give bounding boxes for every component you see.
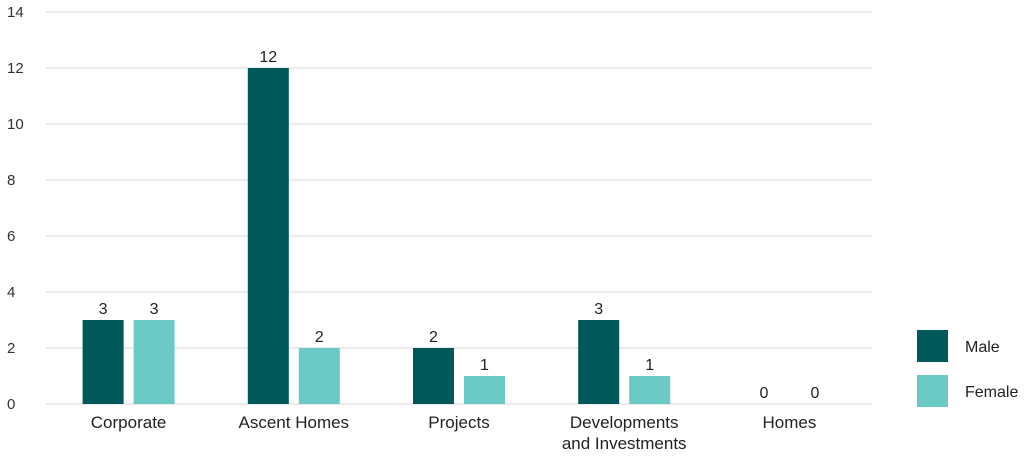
- data-label: 0: [759, 385, 768, 402]
- y-tick-label: 8: [7, 172, 15, 189]
- x-axis-categories: Corporate Ascent Homes Projects Development…: [91, 413, 817, 453]
- bar-female: [298, 348, 340, 404]
- x-category-label: Homes: [762, 413, 816, 432]
- data-label: 1: [645, 357, 654, 374]
- legend-swatch-male: [917, 330, 948, 362]
- data-label: 0: [810, 385, 819, 402]
- bar-female: [133, 320, 175, 404]
- data-label: 2: [315, 329, 324, 346]
- bar-male: [82, 320, 124, 404]
- x-category-label: and Investments: [562, 434, 687, 453]
- y-tick-label: 10: [7, 116, 24, 133]
- gridlines: [46, 11, 872, 405]
- data-labels: 3 3 12 2 2 1 3 1 0 0: [99, 49, 820, 402]
- bar-male: [578, 320, 620, 404]
- data-label: 3: [150, 301, 159, 318]
- data-label: 2: [429, 329, 438, 346]
- legend: Male Female: [917, 330, 1018, 407]
- bar-female: [629, 376, 671, 404]
- data-label: 3: [99, 301, 108, 318]
- bar-female: [464, 376, 505, 404]
- y-tick-label: 12: [7, 60, 24, 77]
- bars: [82, 68, 671, 404]
- data-label: 12: [259, 49, 277, 66]
- y-tick-label: 6: [7, 228, 15, 245]
- legend-label: Female: [965, 384, 1018, 401]
- bar-male: [247, 68, 289, 404]
- x-category-label: Ascent Homes: [239, 413, 350, 432]
- y-tick-label: 14: [7, 4, 24, 21]
- y-tick-label: 4: [7, 284, 15, 301]
- x-category-label: Developments: [570, 413, 679, 432]
- data-label: 3: [594, 301, 603, 318]
- bar-male: [413, 348, 454, 404]
- legend-label: Male: [965, 339, 1000, 356]
- x-category-label: Projects: [428, 413, 489, 432]
- y-axis-ticks: 0 2 4 6 8 10 12 14: [7, 4, 24, 413]
- data-label: 1: [480, 357, 489, 374]
- y-tick-label: 2: [7, 340, 15, 357]
- x-category-label: Corporate: [91, 413, 167, 432]
- legend-swatch-female: [917, 375, 948, 407]
- y-tick-label: 0: [7, 396, 15, 413]
